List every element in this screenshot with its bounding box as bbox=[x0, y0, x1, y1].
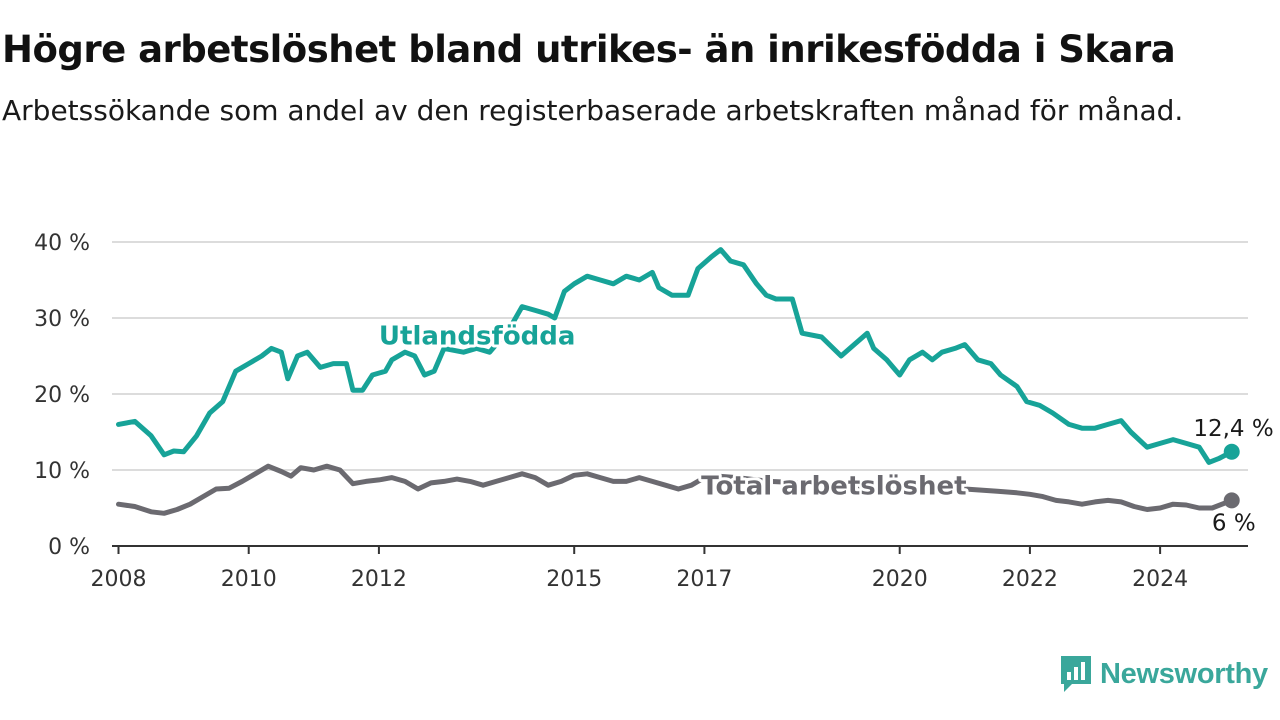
y-tick-label: 10 % bbox=[34, 459, 90, 484]
y-tick-label: 0 % bbox=[48, 535, 90, 560]
annotation-utlandsfodda: Utlandsfödda bbox=[379, 322, 576, 352]
x-tick-label: 2015 bbox=[546, 567, 602, 592]
chart-title: Högre arbetslöshet bland utrikes- än inr… bbox=[2, 28, 1176, 71]
y-axis-ticks: 0 % 10 % 20 % 30 % 40 % bbox=[34, 231, 90, 560]
newsworthy-logo: Newsworthy bbox=[1058, 654, 1268, 694]
x-tick-label: 2010 bbox=[221, 567, 277, 592]
brand-name: Newsworthy bbox=[1100, 657, 1268, 690]
x-tick-label: 2008 bbox=[91, 567, 147, 592]
chart-subtitle: Arbetssökande som andel av den registerb… bbox=[2, 94, 1184, 127]
series-line-utlandsfodda bbox=[116, 247, 1235, 465]
x-tick-label: 2022 bbox=[1002, 567, 1058, 592]
x-axis-ticks: 2008 2010 2012 2015 2017 2020 2022 2024 bbox=[91, 545, 1248, 592]
series-line-total bbox=[116, 463, 1235, 516]
series-lines bbox=[116, 247, 1240, 516]
series-labels: 12,4 % 6 % Utlandsfödda Total arbetslöshet bbox=[376, 319, 1274, 537]
x-tick-label: 2017 bbox=[676, 567, 732, 592]
end-point-total bbox=[1223, 492, 1240, 509]
x-tick-label: 2020 bbox=[872, 567, 928, 592]
end-label-utlandsfodda: 12,4 % bbox=[1193, 416, 1273, 442]
x-tick-label: 2024 bbox=[1132, 567, 1188, 592]
y-tick-label: 30 % bbox=[34, 307, 90, 332]
end-point-utlandsfodda bbox=[1223, 443, 1240, 460]
y-tick-label: 20 % bbox=[34, 383, 90, 408]
newsworthy-logo-icon bbox=[1061, 656, 1091, 692]
x-tick-label: 2012 bbox=[351, 567, 407, 592]
end-label-total: 6 % bbox=[1212, 510, 1256, 536]
y-tick-label: 40 % bbox=[34, 231, 90, 256]
annotation-total: Total arbetslöshet bbox=[701, 471, 966, 501]
